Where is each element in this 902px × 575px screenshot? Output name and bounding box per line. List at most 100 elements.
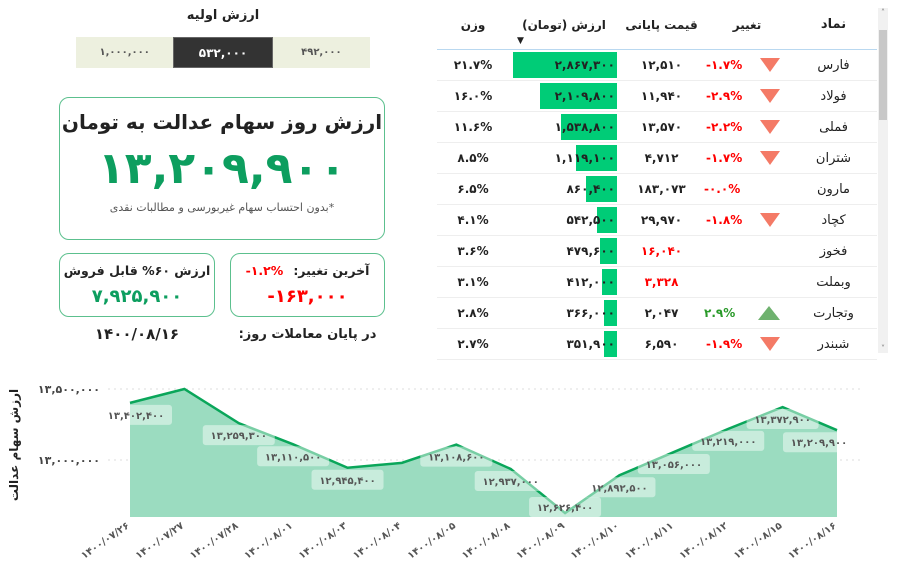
weight-cell: ۴.۱% bbox=[457, 213, 489, 227]
data-label: ۱۳,۴۰۲,۴۰۰ bbox=[108, 411, 164, 422]
change-cell: -۲.۲% bbox=[704, 120, 790, 134]
data-label-bg bbox=[637, 454, 710, 475]
x-tick-label: ۱۴۰۰/۰۷/۲۸ bbox=[188, 520, 240, 561]
header-price[interactable]: قیمت پایانی bbox=[625, 17, 698, 32]
symbol-cell: شبندر bbox=[817, 336, 850, 352]
change-value: ۲.۹% bbox=[704, 306, 736, 320]
weight-cell: ۳.۱% bbox=[457, 275, 489, 289]
header-weight[interactable]: وزن bbox=[460, 17, 486, 32]
data-label-bg bbox=[529, 497, 602, 517]
value-bar bbox=[585, 176, 617, 202]
table-row[interactable]: شتران -۱.۷% ۴,۷۱۲ ۱,۱۱۹,۱۰۰ ۸.۵% bbox=[437, 143, 877, 174]
table-row[interactable]: وبملت ۳,۳۲۸ ۴۱۲,۰۰۰ ۳.۱% bbox=[437, 267, 877, 298]
table-scrollbar[interactable]: ˄ ˅ bbox=[878, 8, 888, 353]
x-tick-label: ۱۴۰۰/۰۸/۰۴ bbox=[351, 520, 403, 561]
price-cell: ۱۲,۵۱۰ bbox=[640, 58, 683, 72]
x-tick-label: ۱۴۰۰/۰۸/۱۱ bbox=[623, 520, 675, 561]
value-cell: ۸۶۰,۴۰۰ bbox=[509, 174, 619, 204]
change-value: -۲.۲% bbox=[706, 120, 743, 134]
scroll-down-icon[interactable]: ˅ bbox=[881, 344, 885, 353]
data-label: ۱۲,۹۳۷,۰۰۰ bbox=[482, 477, 538, 488]
value-cell: ۳۶۶,۰۰۰ bbox=[509, 298, 619, 328]
header-value-label: ارزش (تومان) bbox=[522, 17, 606, 32]
sort-desc-icon: ▼ bbox=[517, 36, 524, 46]
table-row[interactable]: فملی -۲.۲% ۱۳,۵۷۰ ۱,۵۳۸,۸۰۰ ۱۱.۶% bbox=[437, 112, 877, 143]
table-row[interactable]: مارون -۰.۰% ۱۸۳,۰۷۳ ۸۶۰,۴۰۰ ۶.۵% bbox=[437, 174, 877, 205]
initial-value-option-532000[interactable]: ۵۳۲,۰۰۰ bbox=[173, 37, 273, 68]
initial-value-selector: ۴۹۲,۰۰۰ ۵۳۲,۰۰۰ ۱,۰۰۰,۰۰۰ bbox=[76, 37, 370, 68]
x-tick-label: ۱۴۰۰/۰۸/۰۹ bbox=[515, 520, 567, 561]
value-bar bbox=[513, 52, 617, 78]
x-tick-label: ۱۴۰۰/۰۸/۰۱ bbox=[243, 520, 295, 561]
header-value[interactable]: ارزش (تومان) ▼ bbox=[509, 0, 619, 49]
value-bar bbox=[540, 83, 617, 109]
symbol-cell: وبملت bbox=[816, 274, 851, 290]
weight-cell: ۲۱.۷% bbox=[453, 58, 493, 72]
x-tick-label: ۱۴۰۰/۰۸/۱۶ bbox=[786, 520, 838, 561]
data-label: ۱۲,۶۲۶,۴۰۰ bbox=[537, 503, 593, 514]
y-tick-label: ۱۳,۰۰۰,۰۰۰ bbox=[38, 454, 100, 467]
value-cell: ۴۱۲,۰۰۰ bbox=[509, 267, 619, 297]
last-change-percent: -۱.۲% bbox=[245, 263, 284, 278]
symbol-cell: کچاد bbox=[821, 212, 846, 228]
price-cell: ۱۶,۰۴۰ bbox=[640, 244, 683, 258]
date-label: در پایان معاملات روز: bbox=[238, 327, 377, 342]
x-tick-label: ۱۴۰۰/۰۸/۱۵ bbox=[732, 520, 784, 561]
data-label-bg bbox=[746, 409, 819, 430]
value-bar bbox=[597, 207, 617, 233]
value-text: ۴۱۲,۰۰۰ bbox=[566, 275, 615, 289]
table-row[interactable]: فخوز ۱۶,۰۴۰ ۴۷۹,۶۰۰ ۳.۶% bbox=[437, 236, 877, 267]
initial-value-option-1000000[interactable]: ۱,۰۰۰,۰۰۰ bbox=[76, 37, 174, 68]
price-cell: ۶,۵۹۰ bbox=[644, 337, 679, 351]
value-cell: ۳۵۱,۹۰۰ bbox=[509, 329, 619, 359]
initial-value-option-492000[interactable]: ۴۹۲,۰۰۰ bbox=[272, 37, 370, 68]
x-tick-label: ۱۴۰۰/۰۸/۱۰ bbox=[569, 520, 621, 561]
data-label-bg bbox=[257, 446, 330, 467]
portfolio-table: نماد تغییر قیمت پایانی ارزش (تومان) ▼ وزن… bbox=[437, 0, 877, 360]
daily-value: ۱۳,۲۰۹,۹۰۰ bbox=[97, 143, 347, 194]
data-label-bg bbox=[692, 430, 765, 451]
value-cell: ۱,۱۱۹,۱۰۰ bbox=[509, 143, 619, 173]
value-bar bbox=[602, 269, 617, 295]
price-cell: ۲,۰۴۷ bbox=[644, 306, 679, 320]
value-text: ۳۵۱,۹۰۰ bbox=[566, 337, 615, 351]
price-cell: ۳,۳۲۸ bbox=[644, 275, 679, 289]
scroll-up-icon[interactable]: ˄ bbox=[881, 8, 885, 17]
table-row[interactable]: شبندر -۱.۹% ۶,۵۹۰ ۳۵۱,۹۰۰ ۲.۷% bbox=[437, 329, 877, 360]
value-text: ۳۶۶,۰۰۰ bbox=[566, 306, 615, 320]
value-text: ۲,۸۶۷,۳۰۰ bbox=[554, 58, 615, 72]
last-change-header: آخرین تغییر: -۱.۲% bbox=[231, 263, 384, 278]
header-symbol[interactable]: نماد bbox=[820, 17, 847, 32]
down-arrow-icon bbox=[760, 213, 780, 227]
change-cell: -۱.۷% bbox=[704, 58, 790, 72]
change-value: -۱.۹% bbox=[706, 337, 743, 351]
data-label-bg bbox=[474, 470, 547, 491]
table-row[interactable]: فولاد -۲.۹% ۱۱,۹۴۰ ۲,۱۰۹,۸۰۰ ۱۶.۰% bbox=[437, 81, 877, 112]
initial-value-title: ارزش اولیه bbox=[186, 8, 260, 23]
table-row[interactable]: فارس -۱.۷% ۱۲,۵۱۰ ۲,۸۶۷,۳۰۰ ۲۱.۷% bbox=[437, 50, 877, 81]
daily-value-note: *بدون احتساب سهام غیربورسی و مطالبات نقد… bbox=[109, 200, 335, 214]
table-row[interactable]: کچاد -۱.۸% ۲۹,۹۷۰ ۵۴۲,۵۰۰ ۴.۱% bbox=[437, 205, 877, 236]
x-tick-label: ۱۴۰۰/۰۸/۰۳ bbox=[297, 520, 349, 561]
change-value: -۰.۰% bbox=[704, 182, 741, 196]
value-cell: ۲,۱۰۹,۸۰۰ bbox=[509, 81, 619, 111]
symbol-cell: مارون bbox=[816, 181, 851, 197]
change-cell: -۱.۷% bbox=[704, 151, 790, 165]
daily-value-title: ارزش روز سهام عدالت به تومان bbox=[61, 110, 383, 134]
data-label: ۱۳,۱۱۰,۵۰۰ bbox=[265, 452, 321, 463]
data-label: ۱۳,۱۰۸,۶۰۰ bbox=[428, 453, 484, 464]
scrollbar-thumb[interactable] bbox=[879, 30, 887, 120]
up-arrow-icon bbox=[758, 306, 780, 320]
y-axis-title: ارزش سهام عدالت bbox=[7, 389, 22, 501]
value-text: ۱,۵۳۸,۸۰۰ bbox=[554, 120, 615, 134]
value-cell: ۴۷۹,۶۰۰ bbox=[509, 236, 619, 266]
table-row[interactable]: وتجارت ۲.۹% ۲,۰۴۷ ۳۶۶,۰۰۰ ۲.۸% bbox=[437, 298, 877, 329]
header-change[interactable]: تغییر bbox=[732, 17, 762, 32]
data-label: ۱۳,۲۵۹,۳۰۰ bbox=[211, 431, 267, 442]
weight-cell: ۲.۷% bbox=[457, 337, 489, 351]
price-cell: ۴,۷۱۲ bbox=[644, 151, 679, 165]
symbol-cell: فملی bbox=[819, 119, 848, 135]
change-cell: -۰.۰% bbox=[704, 182, 790, 196]
change-cell: ۲.۹% bbox=[704, 306, 790, 320]
change-value: -۱.۷% bbox=[706, 58, 743, 72]
